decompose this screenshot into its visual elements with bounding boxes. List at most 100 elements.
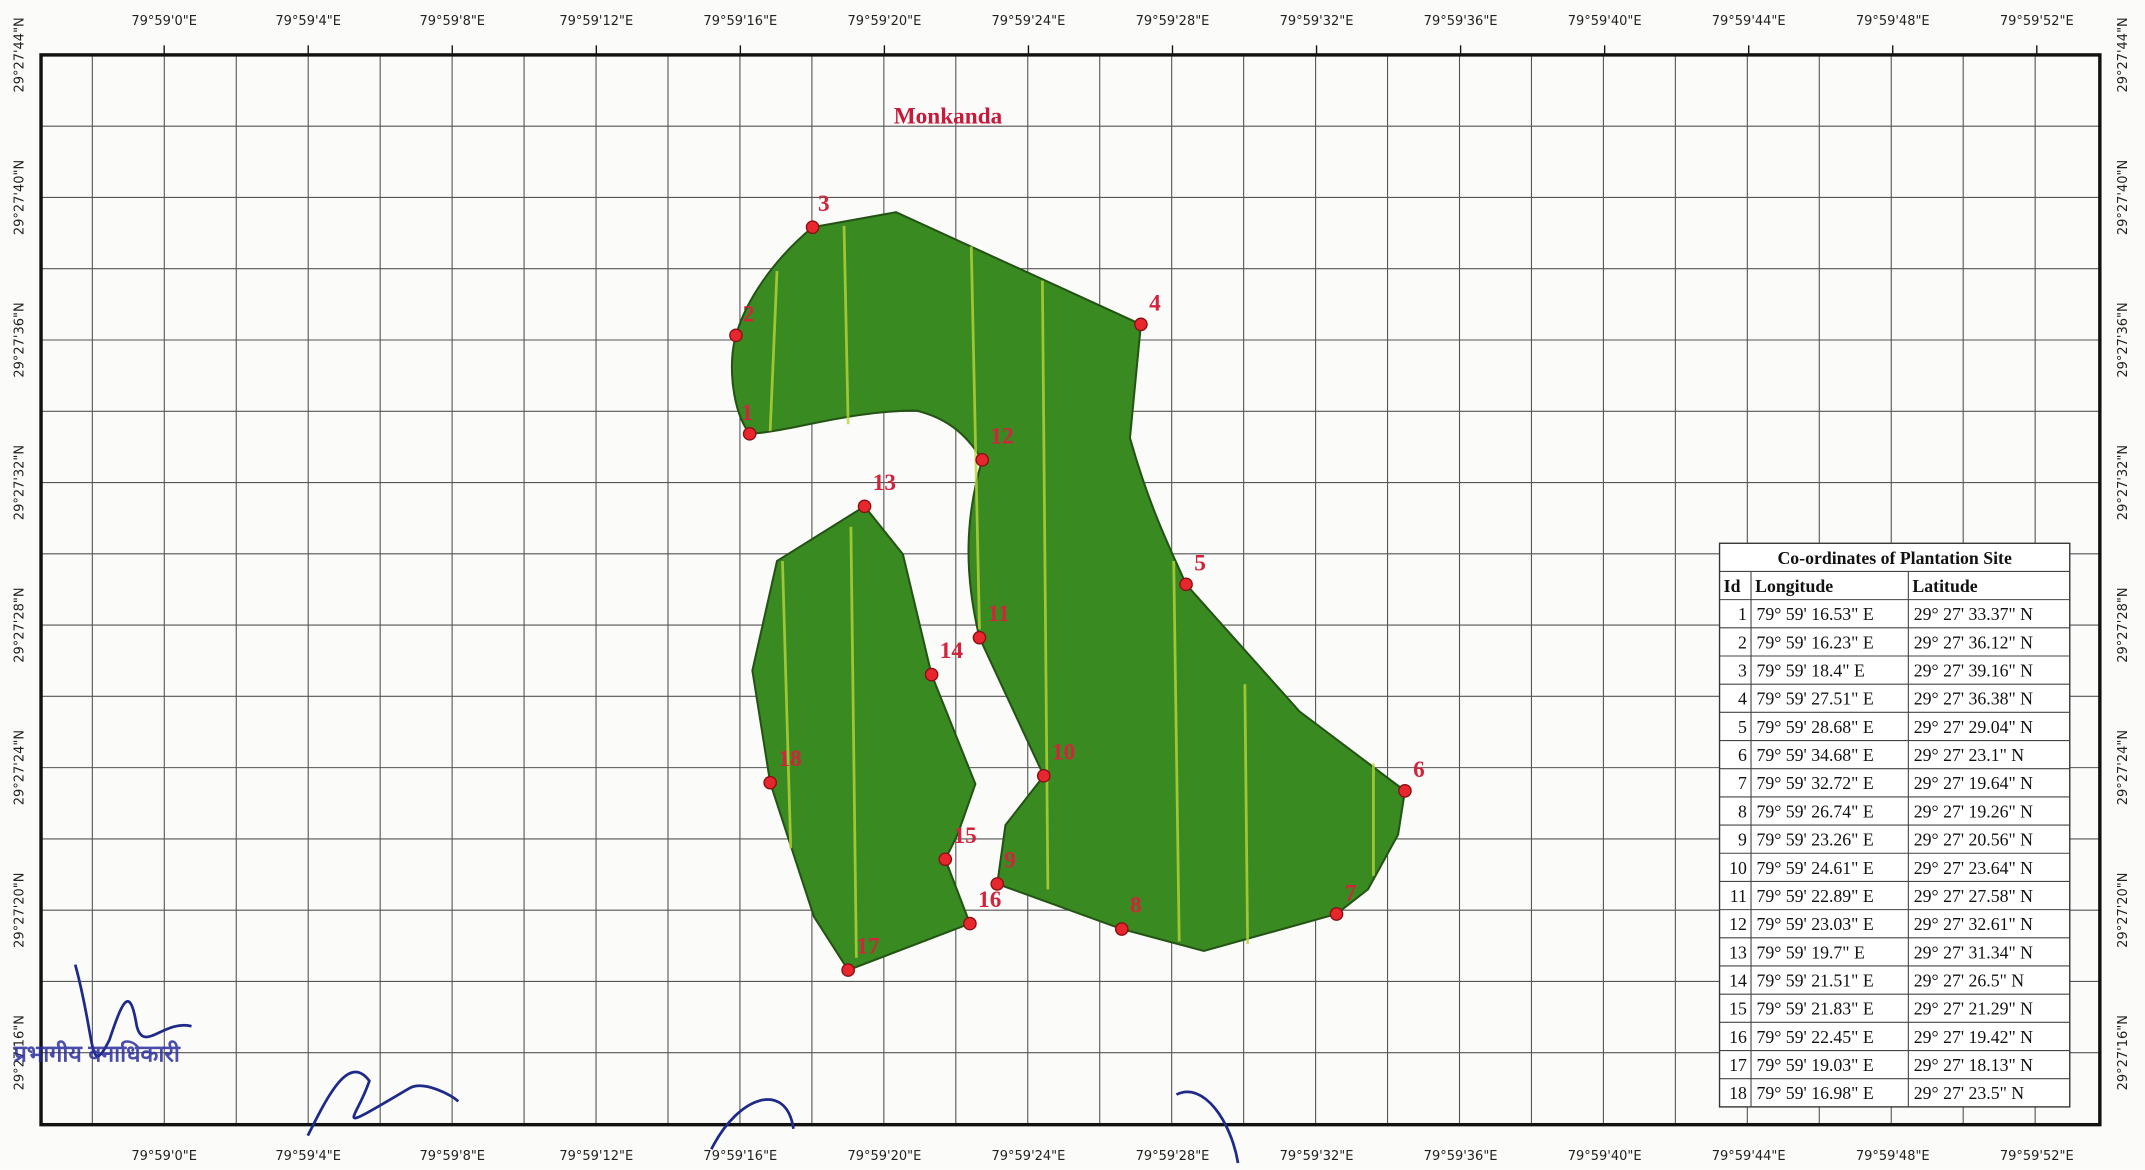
plantation-rows bbox=[768, 225, 1375, 958]
site-point-label: 4 bbox=[1149, 291, 1161, 317]
site-point bbox=[763, 775, 778, 790]
table-cell: 29° 27' 20.56" N bbox=[1914, 830, 2033, 850]
lon-label: 79°59'40"E bbox=[1568, 14, 1642, 29]
table-title: Co-ordinates of Plantation Site bbox=[1777, 548, 2012, 568]
lat-label: 29°27'16"N bbox=[2116, 1015, 2131, 1090]
lon-label: 79°59'4"E bbox=[275, 14, 341, 29]
table-cell: 2 bbox=[1738, 632, 1747, 652]
lat-label: 29°27'28"N bbox=[12, 587, 27, 662]
table-cell: 29° 27' 36.38" N bbox=[1914, 689, 2033, 709]
site-point bbox=[924, 667, 939, 682]
table-cell: 29° 27' 21.29" N bbox=[1914, 999, 2033, 1019]
table-cell: 1 bbox=[1738, 604, 1747, 624]
table-cell: 79° 59' 28.68" E bbox=[1756, 717, 1873, 737]
lat-label: 29°27'24"N bbox=[12, 730, 27, 805]
lat-label: 29°27'20"N bbox=[2116, 873, 2131, 948]
site-point bbox=[972, 630, 987, 645]
lat-label: 29°27'20"N bbox=[12, 873, 27, 948]
plantation-area bbox=[730, 211, 1407, 972]
table-cell: 79° 59' 19.03" E bbox=[1756, 1055, 1873, 1075]
site-point bbox=[1179, 577, 1193, 592]
table-cell: 79° 59' 21.51" E bbox=[1756, 971, 1873, 991]
table-cell: 79° 59' 22.89" E bbox=[1756, 886, 1873, 906]
table-cell: 79° 59' 32.72" E bbox=[1756, 773, 1873, 793]
table-cell: 29° 27' 32.61" N bbox=[1914, 914, 2033, 934]
table-cell: 3 bbox=[1738, 661, 1747, 681]
table-cell: 29° 27' 33.37" N bbox=[1914, 604, 2033, 624]
site-point-label: 8 bbox=[1130, 893, 1142, 919]
table-cell: 10 bbox=[1729, 858, 1747, 878]
column-header: Longitude bbox=[1755, 576, 1833, 596]
site-point-label: 9 bbox=[1004, 847, 1016, 873]
lon-label: 79°59'12"E bbox=[559, 1149, 633, 1164]
lat-label: 29°27'28"N bbox=[2116, 587, 2131, 662]
table-cell: 79° 59' 22.45" E bbox=[1756, 1027, 1873, 1047]
lat-label: 29°27'44"N bbox=[2116, 17, 2131, 92]
table-cell: 29° 27' 29.04" N bbox=[1914, 717, 2033, 737]
lon-label: 79°59'4"E bbox=[275, 1149, 341, 1164]
column-header: Id bbox=[1724, 576, 1741, 596]
table-cell: 29° 27' 26.5" N bbox=[1914, 971, 2025, 991]
table-cell: 79° 59' 18.4" E bbox=[1756, 661, 1864, 681]
lat-label: 29°27'24"N bbox=[2116, 730, 2131, 805]
table-cell: 18 bbox=[1729, 1083, 1747, 1103]
lon-label: 79°59'40"E bbox=[1568, 1149, 1642, 1164]
table-cell: 29° 27' 39.16" N bbox=[1914, 661, 2033, 681]
table-cell: 29° 27' 19.26" N bbox=[1914, 801, 2033, 821]
lat-label: 29°27'16"N bbox=[12, 1015, 27, 1090]
site-point bbox=[729, 328, 743, 343]
site-point-label: 1 bbox=[741, 400, 753, 426]
site-point-label: 10 bbox=[1052, 739, 1075, 765]
site-point-label: 15 bbox=[953, 823, 976, 849]
map-frame bbox=[39, 53, 2102, 1127]
site-point bbox=[1114, 922, 1129, 936]
site-point-label: 11 bbox=[988, 601, 1010, 627]
site-point-label: 14 bbox=[940, 638, 964, 664]
site-point bbox=[841, 963, 855, 977]
table-cell: 8 bbox=[1738, 801, 1747, 821]
site-point-label: 5 bbox=[1194, 551, 1206, 577]
lon-label: 79°59'20"E bbox=[847, 14, 921, 29]
table-cell: 29° 27' 19.42" N bbox=[1914, 1027, 2033, 1047]
site-point-label: 6 bbox=[1413, 757, 1425, 783]
table-cell: 29° 27' 23.5" N bbox=[1914, 1083, 2025, 1103]
lon-label: 79°59'48"E bbox=[1856, 1149, 1930, 1164]
site-point bbox=[938, 852, 953, 867]
coordinates-table: Co-ordinates of Plantation Site Id Longitu… bbox=[1718, 542, 2071, 1108]
table-cell: 12 bbox=[1729, 914, 1747, 934]
lon-label: 79°59'32"E bbox=[1280, 14, 1354, 29]
table-cell: 29° 27' 19.64" N bbox=[1914, 773, 2033, 793]
site-point bbox=[1329, 907, 1344, 921]
lon-label: 79°59'24"E bbox=[992, 1149, 1066, 1164]
lon-label: 79°59'16"E bbox=[703, 14, 777, 29]
table-cell: 79° 59' 16.53" E bbox=[1756, 604, 1873, 624]
table-cell: 6 bbox=[1738, 745, 1747, 765]
lon-label: 79°59'16"E bbox=[703, 1149, 777, 1164]
site-point-label: 13 bbox=[873, 470, 896, 496]
lon-label: 79°59'0"E bbox=[131, 1149, 197, 1164]
site-point bbox=[975, 452, 990, 467]
site-point bbox=[1134, 317, 1148, 332]
lon-label: 79°59'8"E bbox=[419, 14, 485, 29]
site-point bbox=[990, 877, 1005, 891]
lat-label: 29°27'36"N bbox=[2116, 302, 2131, 377]
table-cell: 79° 59' 26.74" E bbox=[1756, 801, 1873, 821]
table-cell: 5 bbox=[1738, 717, 1747, 737]
table-cell: 7 bbox=[1738, 773, 1747, 793]
lat-label: 29°27'32"N bbox=[2116, 445, 2131, 520]
lon-label: 79°59'0"E bbox=[131, 14, 197, 29]
lon-label: 79°59'44"E bbox=[1712, 1149, 1786, 1164]
site-point-label: 7 bbox=[1345, 880, 1357, 906]
table-cell: 29° 27' 27.58" N bbox=[1914, 886, 2033, 906]
lat-label: 29°27'32"N bbox=[12, 445, 27, 520]
signatures bbox=[73, 964, 1240, 1164]
table-cell: 11 bbox=[1730, 886, 1747, 906]
site-point-label: 2 bbox=[743, 302, 755, 328]
table-cell: 79° 59' 16.98" E bbox=[1756, 1083, 1873, 1103]
table-cell: 17 bbox=[1729, 1055, 1747, 1075]
site-point bbox=[805, 220, 820, 235]
lon-label: 79°59'32"E bbox=[1280, 1149, 1354, 1164]
lon-label: 79°59'36"E bbox=[1424, 1149, 1498, 1164]
